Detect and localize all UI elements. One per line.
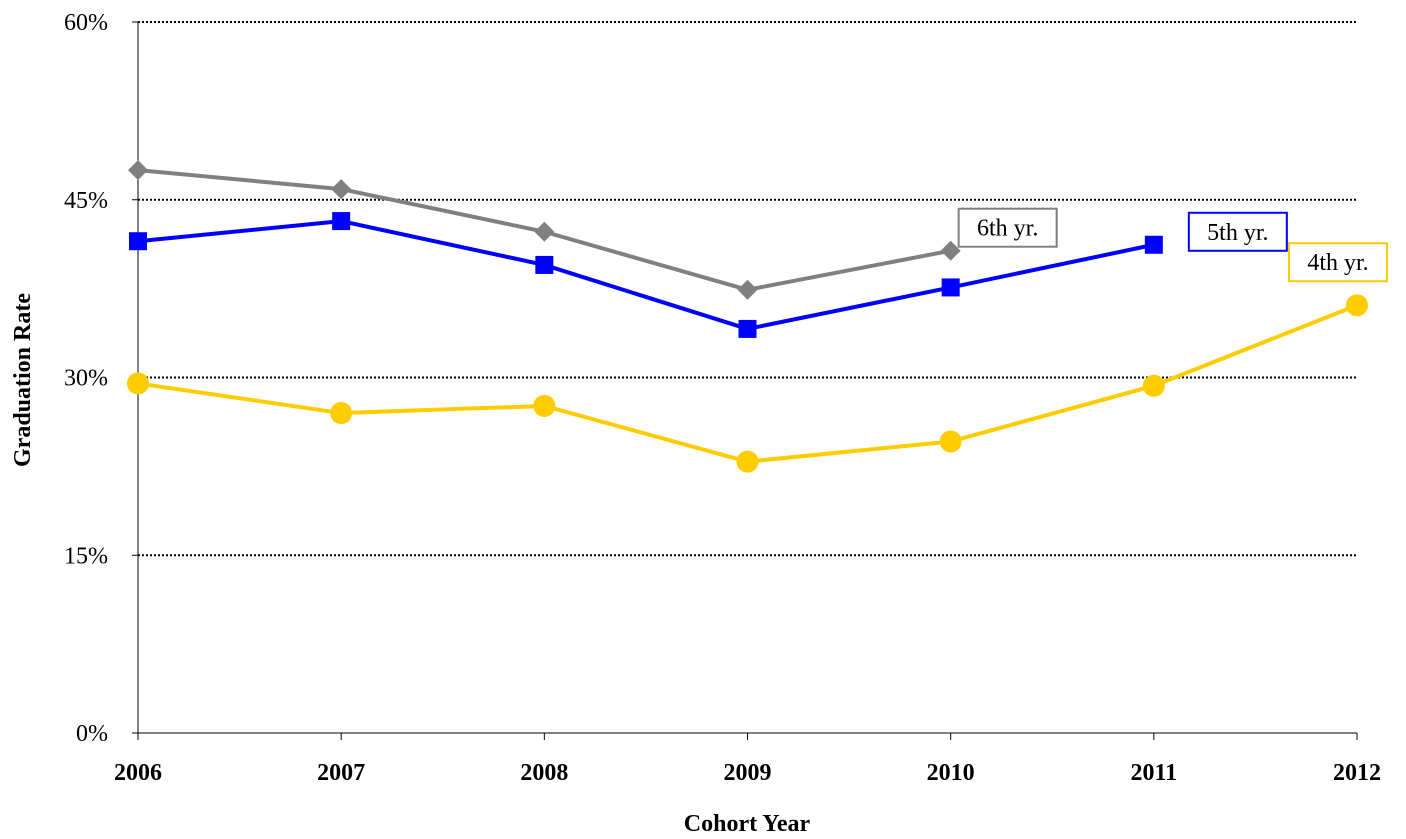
data-point-4th-yr [1142, 374, 1165, 397]
series-layer [127, 160, 1368, 473]
x-tick-label: 2010 [927, 760, 975, 786]
series-line-5th-yr [137, 219, 1155, 331]
x-tick-label: 2012 [1333, 760, 1381, 786]
y-tick-label: 30% [64, 366, 108, 392]
data-point-6th-yr [737, 279, 758, 300]
series-label: 5th yr. [1207, 220, 1268, 246]
y-tick-labels: 0% 15% 30% 45% 60% [64, 10, 108, 747]
y-tick-label: 60% [64, 10, 108, 36]
data-point-4th-yr [736, 450, 759, 473]
y-axis-title: Graduation Rate [10, 293, 36, 467]
series-labels: 6th yr. 5th yr. 4th yr. [957, 207, 1388, 283]
data-point-4th-yr [939, 430, 962, 453]
x-tick-label: 2011 [1130, 760, 1177, 786]
y-tick-label: 15% [64, 543, 108, 569]
data-point-5th-yr [941, 278, 960, 297]
data-point-4th-yr [330, 402, 353, 425]
x-axis-title: Cohort Year [684, 811, 811, 837]
series-label-box [1288, 242, 1388, 283]
y-tick-label: 45% [64, 188, 108, 214]
data-point-4th-yr [1346, 294, 1368, 317]
x-tick-label: 2006 [114, 760, 162, 786]
data-point-5th-yr [738, 319, 757, 338]
x-tick-label: 2007 [317, 760, 365, 786]
x-tick-label: 2008 [520, 760, 568, 786]
x-tick-label: 2009 [724, 760, 772, 786]
series-label-box [1187, 211, 1288, 252]
y-tick-label: 0% [76, 721, 108, 747]
data-point-4th-yr [127, 372, 149, 395]
data-point-5th-yr [332, 212, 351, 231]
series-label-box [957, 207, 1058, 248]
gridlines [138, 21, 1357, 557]
data-point-5th-yr [535, 255, 554, 274]
data-point-6th-yr [534, 221, 555, 242]
series-label: 4th yr. [1307, 250, 1368, 276]
data-point-6th-yr [940, 240, 961, 261]
data-point-4th-yr [533, 394, 556, 417]
series-label: 6th yr. [977, 216, 1038, 242]
axes [132, 21, 1358, 740]
data-point-5th-yr [1144, 235, 1163, 254]
data-point-5th-yr [129, 232, 147, 251]
data-point-6th-yr [331, 179, 352, 200]
x-tick-labels: 2006 2007 2008 2009 2010 2011 2012 [114, 760, 1381, 786]
data-point-6th-yr [128, 160, 148, 181]
